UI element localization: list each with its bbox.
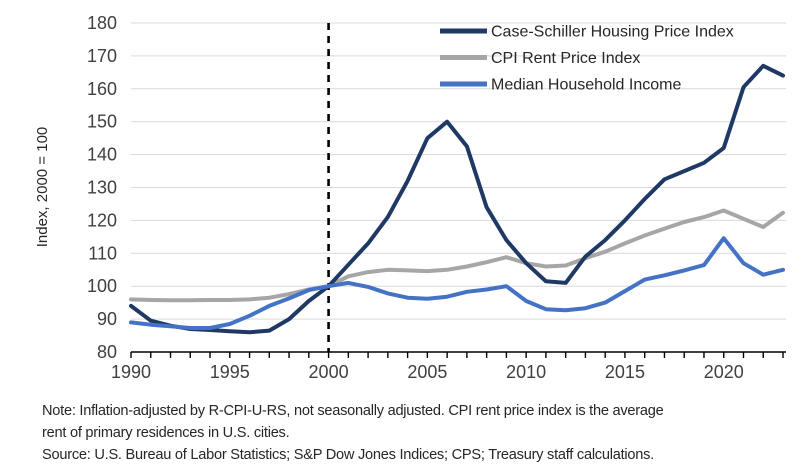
series-line-median-household-income bbox=[129, 236, 785, 330]
y-tick-label-180: 180 bbox=[87, 13, 117, 33]
x-tick-label-1995: 1995 bbox=[210, 362, 250, 382]
y-tick-label-130: 130 bbox=[87, 178, 117, 198]
x-tick-label-2010: 2010 bbox=[506, 362, 546, 382]
y-tick-label-80: 80 bbox=[97, 342, 117, 362]
x-axis-ticks bbox=[130, 352, 784, 358]
legend: Case-Schiller Housing Price Index CPI Ren… bbox=[440, 24, 734, 94]
y-tick-label-110: 110 bbox=[88, 243, 117, 263]
x-tick-label-2000: 2000 bbox=[309, 362, 349, 382]
y-axis-tick-labels: 80 90 100 110 120 130 140 150 160 170 180 bbox=[87, 13, 117, 362]
chart-note-line-2: rent of primary residences in U.S. citie… bbox=[42, 425, 290, 441]
chart-notes: Note: Inflation-adjusted by R-CPI-U-RS, … bbox=[42, 400, 790, 466]
line-chart: 80 90 100 110 120 130 140 150 160 170 180 1990 1995 2… bbox=[34, 13, 786, 382]
y-tick-label-170: 170 bbox=[87, 46, 117, 66]
y-tick-label-120: 120 bbox=[87, 210, 117, 230]
series-line-cpi-rent-price-index bbox=[129, 208, 785, 303]
y-axis-title: Index, 2000 = 100 bbox=[34, 127, 51, 248]
legend-item-case-schiller-housing-price-index: Case-Schiller Housing Price Index bbox=[440, 24, 734, 41]
legend-label-cpi-rent-price-index: CPI Rent Price Index bbox=[491, 50, 640, 67]
y-tick-label-140: 140 bbox=[87, 145, 117, 165]
legend-item-cpi-rent-price-index: CPI Rent Price Index bbox=[440, 50, 640, 67]
x-tick-label-2015: 2015 bbox=[605, 362, 645, 382]
y-tick-label-160: 160 bbox=[87, 79, 117, 99]
x-tick-label-2020: 2020 bbox=[704, 362, 744, 382]
y-tick-label-150: 150 bbox=[87, 112, 117, 132]
series-line-case-schiller-housing-price-index bbox=[129, 63, 785, 335]
x-tick-label-2005: 2005 bbox=[407, 362, 447, 382]
legend-item-median-household-income: Median Household Income bbox=[440, 77, 681, 94]
y-tick-label-90: 90 bbox=[97, 309, 117, 329]
x-axis-tick-labels: 1990 1995 2000 2005 2010 2015 2020 bbox=[111, 362, 744, 382]
chart-source-line: Source: U.S. Bureau of Labor Statistics;… bbox=[42, 447, 654, 463]
chart-note-line-1: Note: Inflation-adjusted by R-CPI-U-RS, … bbox=[42, 403, 664, 419]
x-tick-label-1990: 1990 bbox=[111, 362, 151, 382]
legend-label-median-household-income: Median Household Income bbox=[491, 77, 681, 94]
y-tick-label-100: 100 bbox=[87, 276, 117, 296]
legend-label-case-schiller-housing-price-index: Case-Schiller Housing Price Index bbox=[491, 24, 734, 41]
